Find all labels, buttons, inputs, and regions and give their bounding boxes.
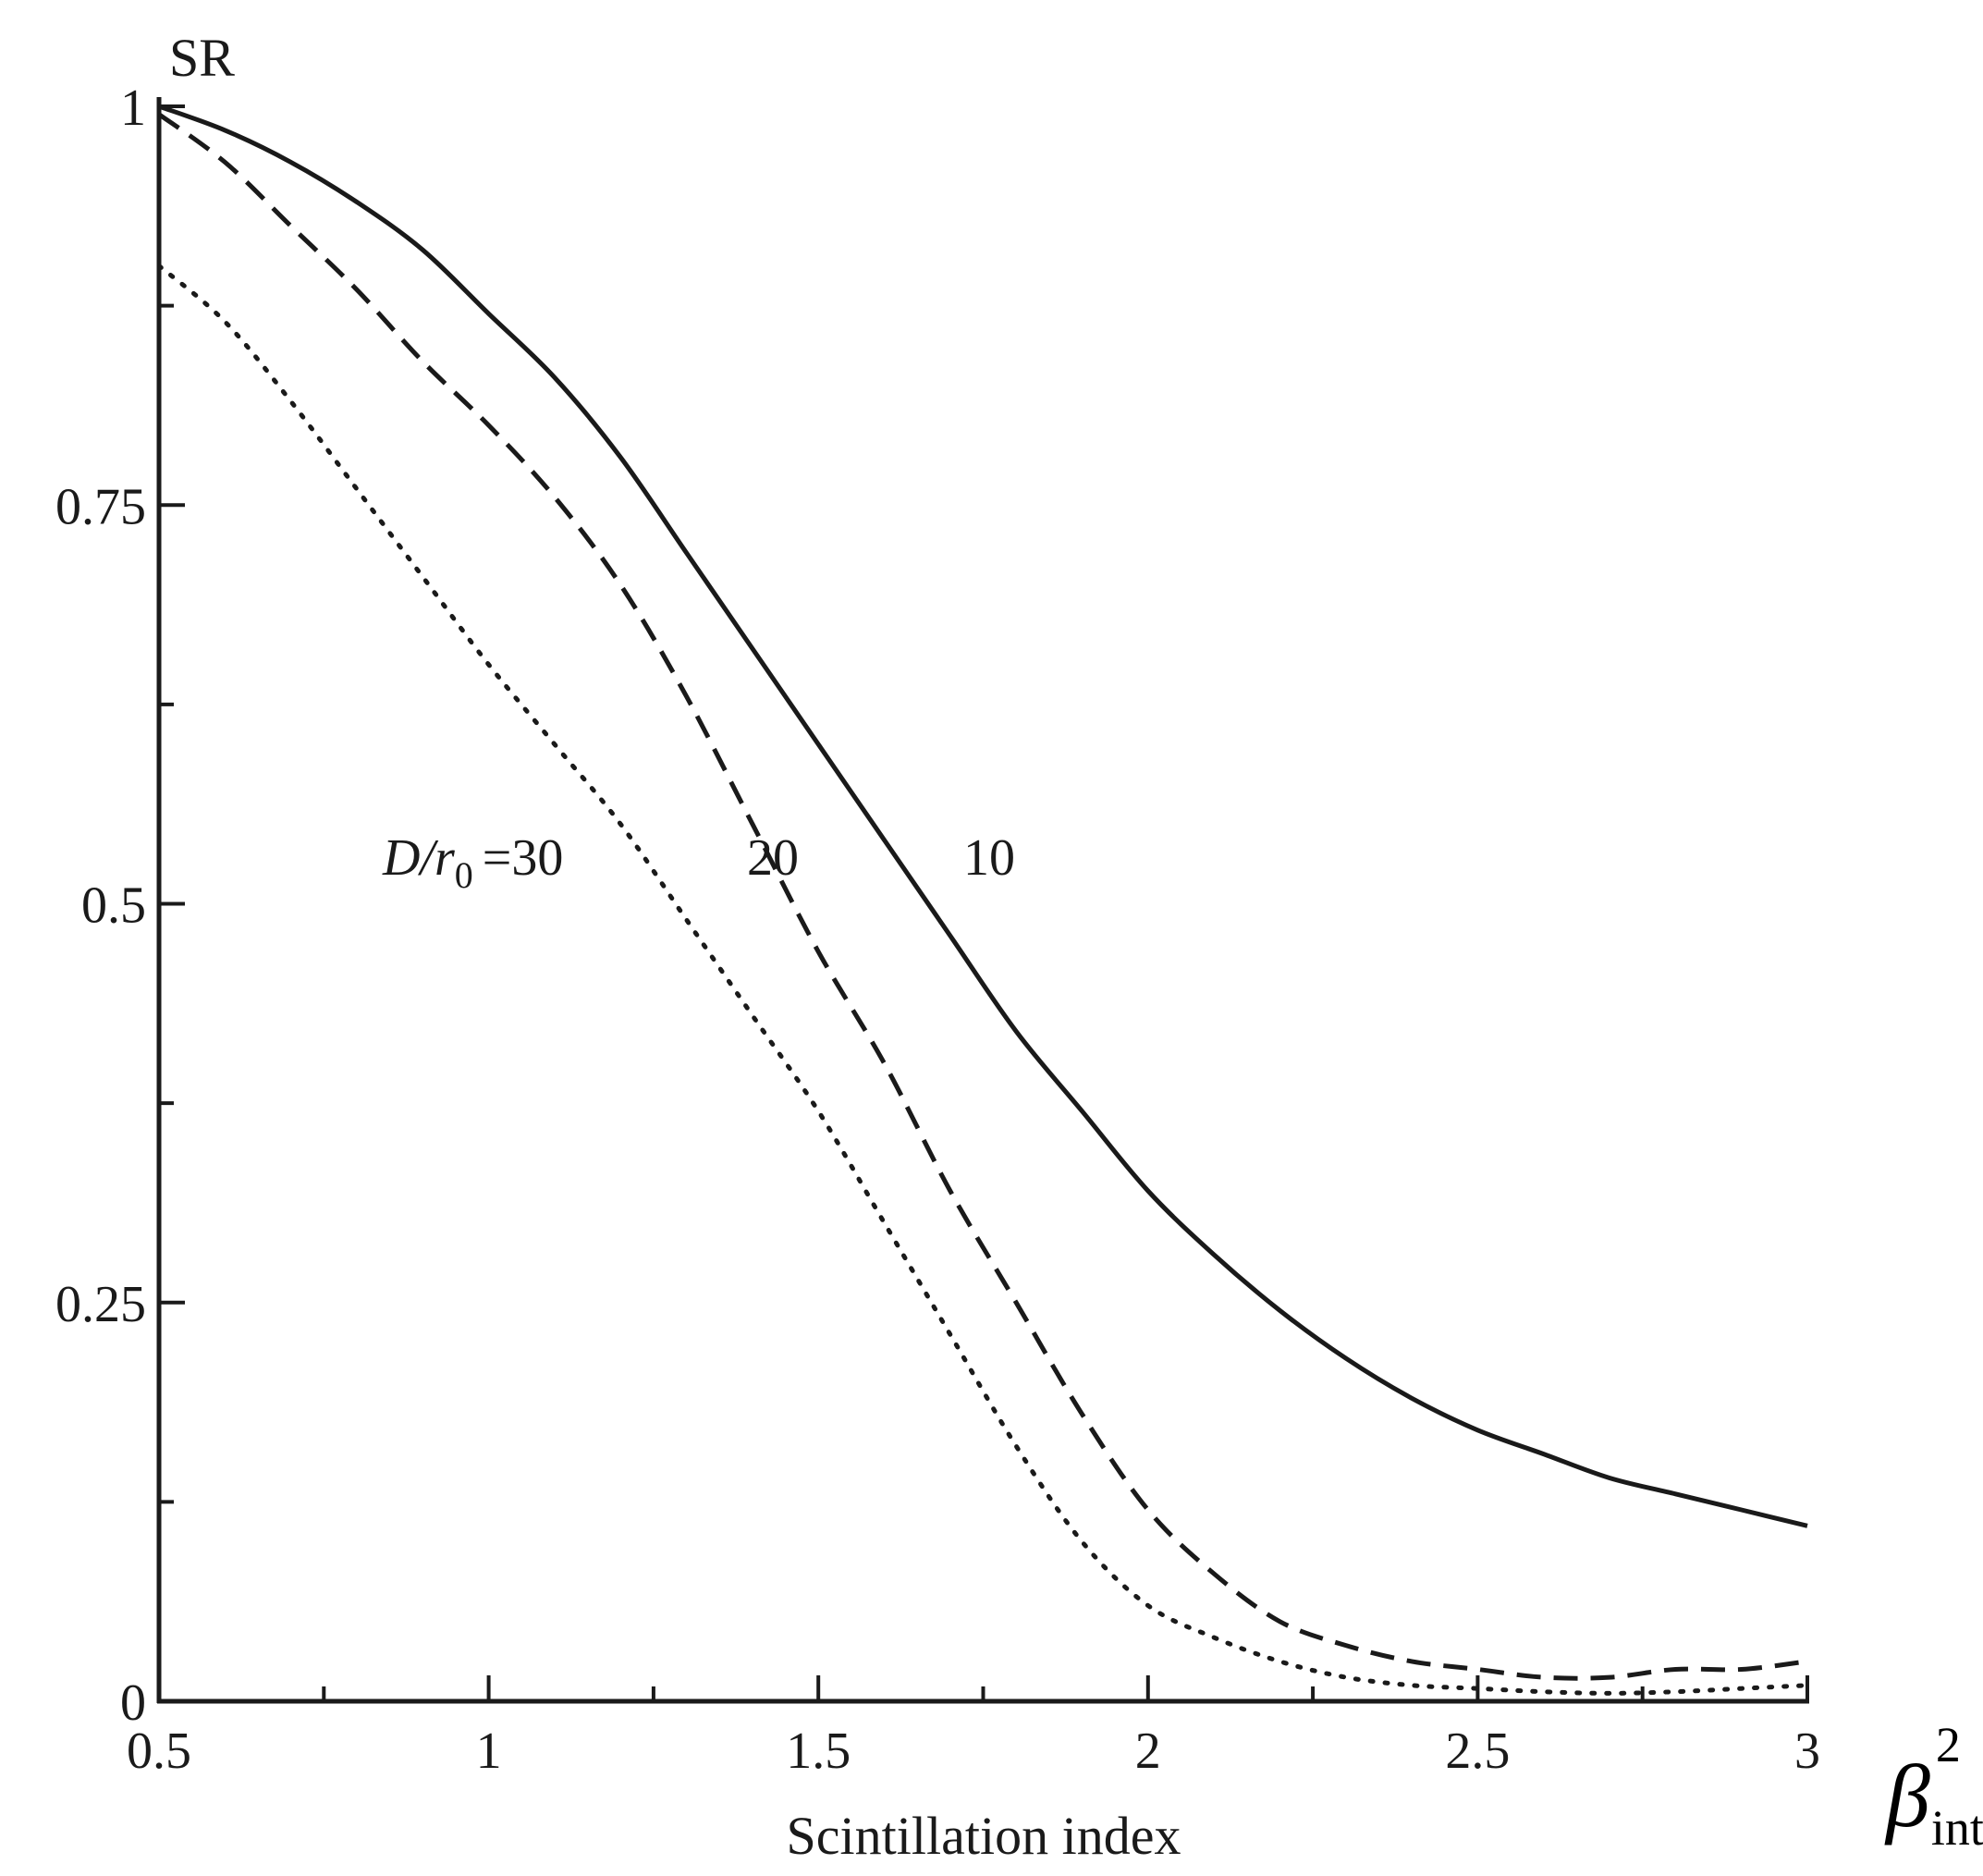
- annotation-sub: 0: [455, 854, 473, 896]
- y-tick-label: 0.25: [55, 1276, 146, 1333]
- ticks: [157, 104, 1809, 1703]
- y-axis-title: SR: [169, 28, 235, 88]
- series-line-30: [156, 264, 1810, 1696]
- y-tick-label: 0.5: [81, 877, 146, 935]
- x-tick-label: 1: [476, 1723, 502, 1780]
- annotation-prefix: D/r: [382, 829, 455, 887]
- x-axis-symbol: β 2 int: [1884, 1717, 1983, 1856]
- x-axis-title: Scintillation index: [787, 1806, 1181, 1866]
- x-symbol-base: β: [1884, 1747, 1930, 1845]
- series-label-20: 20: [747, 829, 799, 887]
- x-tick-label: 0.5: [127, 1723, 191, 1780]
- x-symbol-sub: int: [1931, 1800, 1983, 1856]
- x-tick-label: 3: [1794, 1723, 1820, 1780]
- series-line-10: [158, 104, 1808, 1528]
- x-symbol-sup: 2: [1936, 1717, 1961, 1772]
- tick-labels: 0.5 1 1.5 2 2.5 3 0 0.25 0.5 0.75 1: [55, 80, 1820, 1780]
- x-tick-label: 2: [1135, 1723, 1161, 1780]
- x-tick-label: 1.5: [786, 1723, 851, 1780]
- series-lines: [156, 104, 1810, 1696]
- series-label-10: 10: [963, 829, 1015, 887]
- x-tick-label: 2.5: [1445, 1723, 1510, 1780]
- series-annotation-prefix: D/r0 =30: [382, 829, 563, 896]
- y-tick-label: 1: [120, 80, 146, 137]
- y-tick-label: 0.75: [55, 478, 146, 535]
- y-tick-label: 0: [120, 1674, 146, 1732]
- annotation-eq: =30: [483, 829, 564, 887]
- series-line-20: [157, 112, 1808, 1681]
